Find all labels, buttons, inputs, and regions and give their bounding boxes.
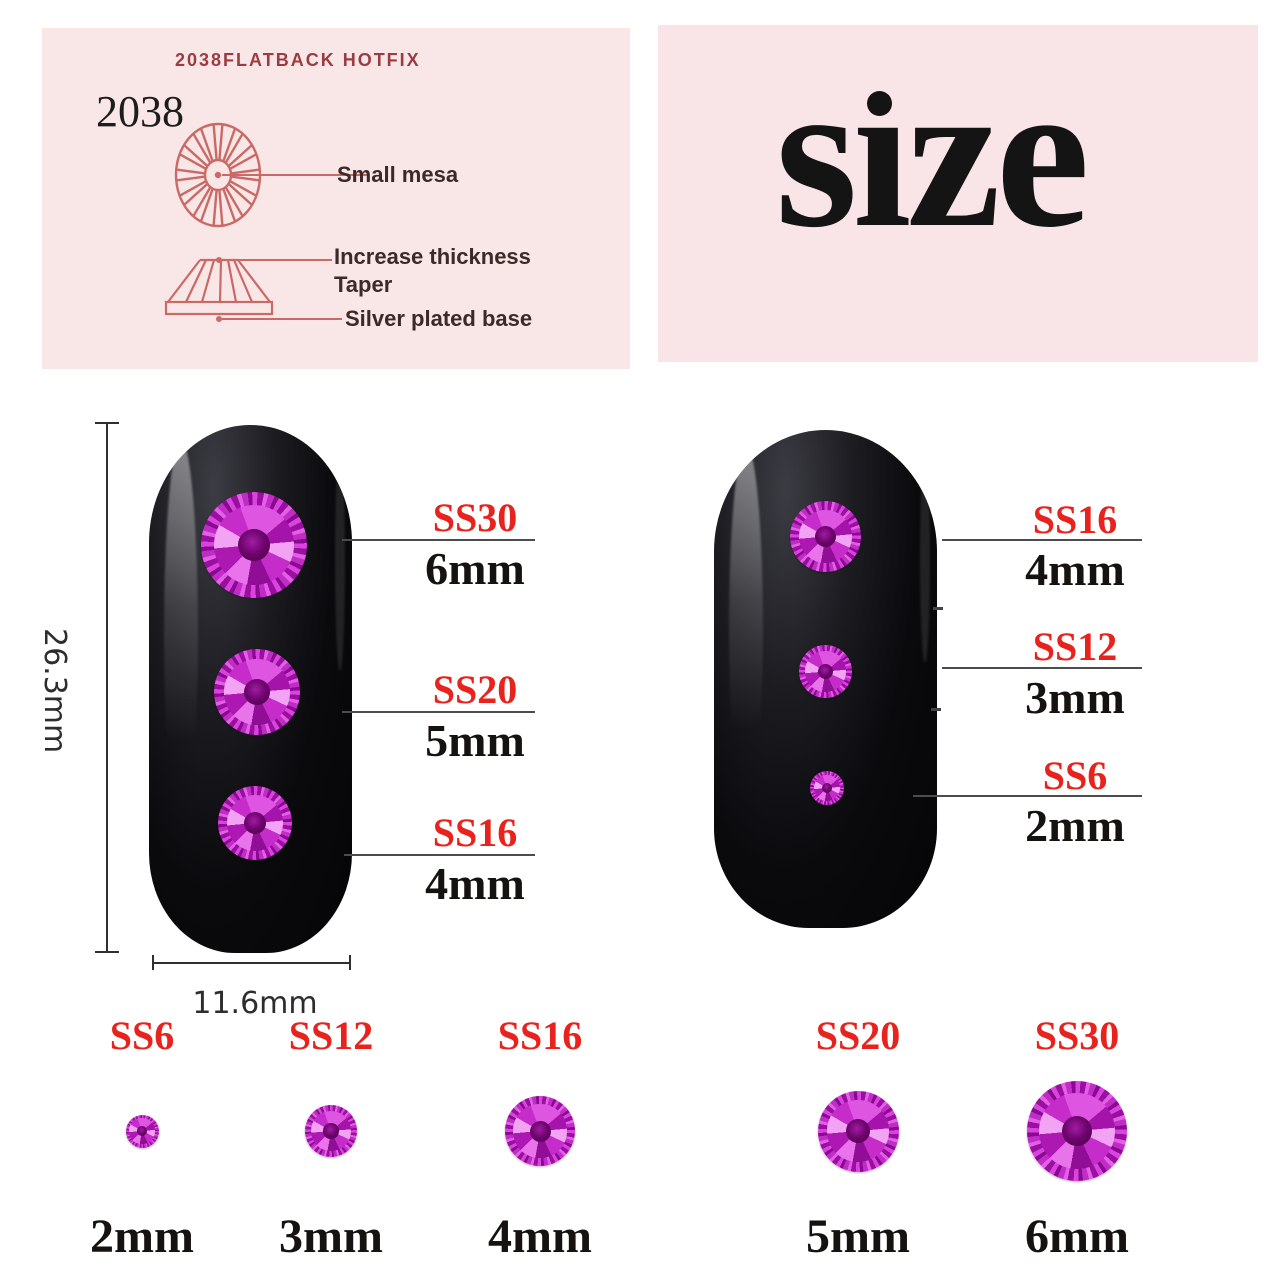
spec-header: 2038FLATBACK HOTFIX [175, 50, 421, 70]
size-chart-ss16-label: SS16 [497, 1013, 583, 1058]
size-chart-gem-ss16 [505, 1096, 575, 1166]
height-dimension-cap-bottom [95, 951, 119, 953]
label-silver-plated-base: Silver plated base [345, 306, 533, 331]
callout-ss30: SS30 [432, 495, 518, 540]
width-label: 11.6mm [192, 986, 318, 1021]
callout-line-ss16-left [344, 854, 535, 856]
size-title: sıze [775, 36, 1090, 271]
size-chart-ss12-label: SS12 [288, 1013, 374, 1058]
label-taper: Taper [334, 272, 393, 297]
size-chart-4mm-label: 4mm [488, 1210, 592, 1263]
callout-line-ss20 [342, 711, 535, 713]
leader-line-small-mesa [222, 174, 368, 176]
callout-4mm-right: 4mm [1025, 544, 1125, 595]
rhinestone-side-view-diagram [164, 257, 274, 322]
edge-tick-2 [931, 708, 941, 711]
callout-4mm-left: 4mm [425, 858, 525, 909]
rhinestone-ss20 [214, 649, 300, 735]
height-dimension-line [106, 423, 108, 953]
callout-ss12: SS12 [1032, 624, 1118, 669]
model-number: 2038 [96, 87, 184, 136]
callout-ss20: SS20 [432, 667, 518, 712]
size-chart-6mm-label: 6mm [1025, 1210, 1129, 1263]
callout-2mm: 2mm [1025, 800, 1125, 851]
callout-line-ss30 [342, 539, 535, 541]
callout-5mm: 5mm [425, 715, 525, 766]
callout-line-ss16-right [942, 539, 1142, 541]
rhinestone-top-view-diagram [174, 122, 262, 228]
size-chart-item-ss6: SS6 2mm [52, 1012, 232, 1264]
height-dimension-cap-top [95, 422, 119, 424]
callout-ss16-right: SS16 [1032, 497, 1118, 542]
size-chart-ss20-label: SS20 [815, 1013, 901, 1058]
leader-line-silver-base [222, 318, 342, 320]
height-label: 26.3mm [37, 628, 72, 754]
size-chart-item-ss12: SS12 3mm [241, 1012, 421, 1264]
callout-ss16-left: SS16 [432, 810, 518, 855]
callout-line-ss12 [942, 667, 1142, 669]
size-chart-gem-ss30 [1027, 1081, 1127, 1181]
size-chart-ss30-label: SS30 [1034, 1013, 1120, 1058]
label-increase-thickness: Increase thickness [334, 244, 531, 269]
edge-tick-1 [933, 607, 943, 610]
callout-line-ss6 [913, 795, 1142, 797]
width-dimension-line [153, 962, 351, 964]
size-chart-gem-ss6 [125, 1114, 159, 1148]
spec-panel [42, 28, 630, 369]
size-chart-3mm-label: 3mm [279, 1210, 383, 1263]
size-chart-item-ss20: SS20 5mm [768, 1012, 948, 1264]
callout-3mm: 3mm [1025, 672, 1125, 723]
i-dot [867, 91, 892, 116]
size-chart-5mm-label: 5mm [806, 1210, 910, 1263]
width-dimension-tick-left [152, 955, 154, 970]
size-chart-gem-ss12 [305, 1105, 357, 1157]
leader-line-increase-thickness [222, 259, 332, 261]
size-chart-gem-ss20 [817, 1090, 899, 1172]
rhinestone-ss30 [201, 492, 307, 598]
size-chart-2mm-label: 2mm [90, 1210, 194, 1263]
size-chart-item-ss16: SS16 4mm [450, 1012, 630, 1264]
rhinestone-ss6 [810, 771, 844, 805]
rhinestone-ss16 [218, 786, 292, 860]
callout-ss6: SS6 [1042, 753, 1108, 798]
size-chart-item-ss30: SS30 6mm [987, 1012, 1167, 1264]
rhinestone-ss12 [799, 645, 852, 698]
size-chart-ss6-label: SS6 [109, 1013, 175, 1058]
size-panel [658, 25, 1258, 362]
rhinestone-ss16-right [790, 501, 861, 572]
callout-6mm: 6mm [425, 543, 525, 594]
width-dimension-tick-right [349, 955, 351, 970]
label-small-mesa: Small mesa [337, 162, 459, 187]
